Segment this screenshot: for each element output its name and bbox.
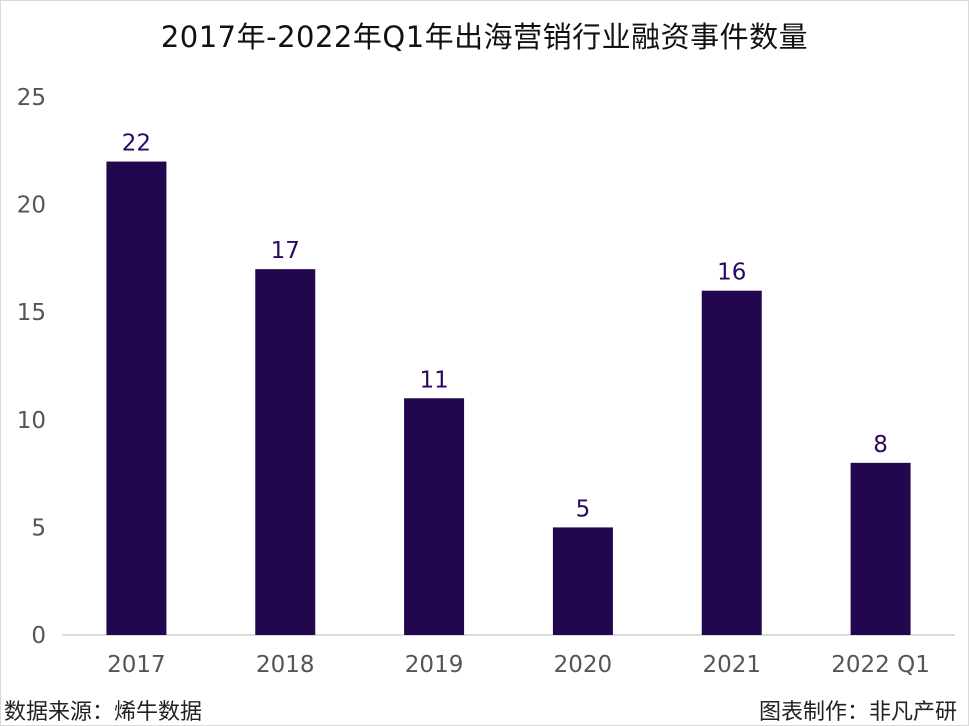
x-tick-label-2017: 2017 <box>107 652 166 678</box>
y-axis: 0 5 10 15 20 25 <box>17 85 46 649</box>
x-tick-label-2018: 2018 <box>256 652 315 678</box>
y-tick-label-0: 0 <box>31 623 46 649</box>
data-label-2022-Q1: 8 <box>873 432 888 458</box>
data-label-2021: 16 <box>717 260 746 286</box>
y-tick-label-20: 20 <box>17 193 46 219</box>
data-labels: 22 17 11 5 16 8 <box>122 131 888 523</box>
data-label-2018: 17 <box>271 238 300 264</box>
data-label-2020: 5 <box>576 496 591 522</box>
bars-group <box>106 161 911 635</box>
chart-credit-note: 图表制作：非凡产研 <box>758 700 957 725</box>
bar-2022-Q1 <box>850 462 911 635</box>
y-tick-label-15: 15 <box>17 300 46 326</box>
data-source-note: 数据来源：烯牛数据 <box>4 700 203 725</box>
bar-2020 <box>552 527 613 635</box>
bar-2019 <box>404 398 465 635</box>
x-tick-label-2021: 2021 <box>702 652 761 678</box>
y-tick-label-10: 10 <box>17 408 46 434</box>
y-tick-label-5: 5 <box>31 515 46 541</box>
data-label-2019: 11 <box>419 367 448 393</box>
x-tick-label-2022-Q1: 2022 Q1 <box>831 652 930 678</box>
x-tick-label-2020: 2020 <box>554 652 613 678</box>
bar-2021 <box>701 290 762 635</box>
x-tick-label-2019: 2019 <box>405 652 464 678</box>
bar-2017 <box>106 161 167 635</box>
y-tick-label-25: 25 <box>17 85 46 111</box>
x-axis-labels: 2017 2018 2019 2020 2021 2022 Q1 <box>107 652 930 678</box>
chart-title: 2017年-2022年Q1年出海营销行业融资事件数量 <box>160 20 809 54</box>
bar-2018 <box>255 269 316 635</box>
data-label-2017: 22 <box>122 131 151 157</box>
